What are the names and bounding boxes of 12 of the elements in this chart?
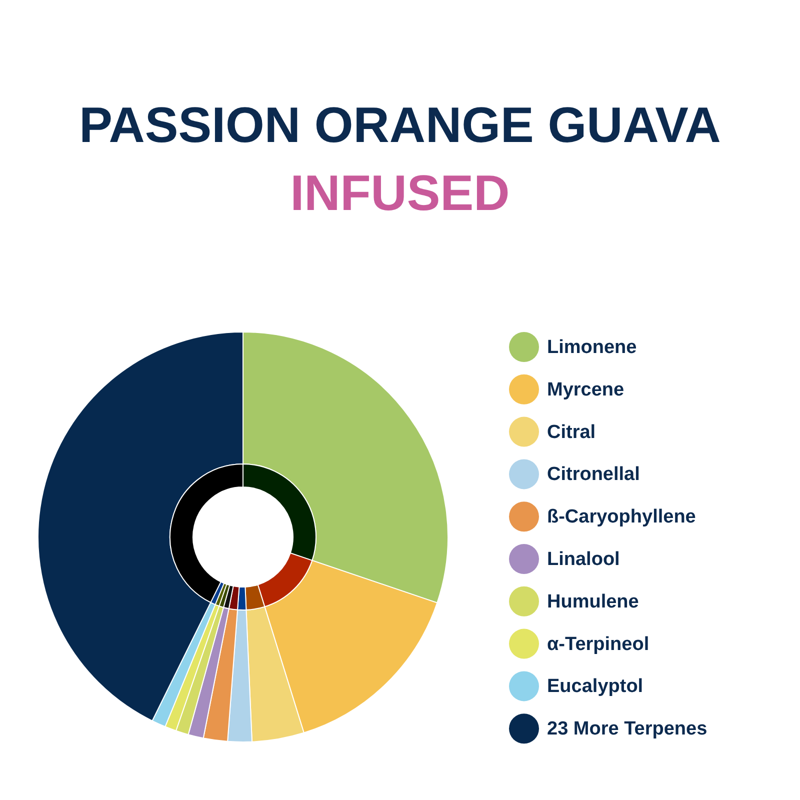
legend-label: Humulene <box>547 591 639 612</box>
legend-label: Myrcene <box>547 379 624 400</box>
legend-label: Eucalyptol <box>547 676 644 698</box>
legend-label: Limonene <box>547 337 637 358</box>
legend-label: Linalool <box>547 549 620 570</box>
legend-label: Citral <box>547 422 596 443</box>
legend-label: α-Terpineol <box>547 634 650 655</box>
legend-label: ß-Caryophyllene <box>547 506 696 528</box>
legend-label: 23 More Terpenes <box>547 718 708 740</box>
chart-title: PASSION ORANGE GUAVA <box>79 97 721 153</box>
legend-label: Citronellal <box>547 464 640 486</box>
chart-subtitle: INFUSED <box>290 165 510 221</box>
